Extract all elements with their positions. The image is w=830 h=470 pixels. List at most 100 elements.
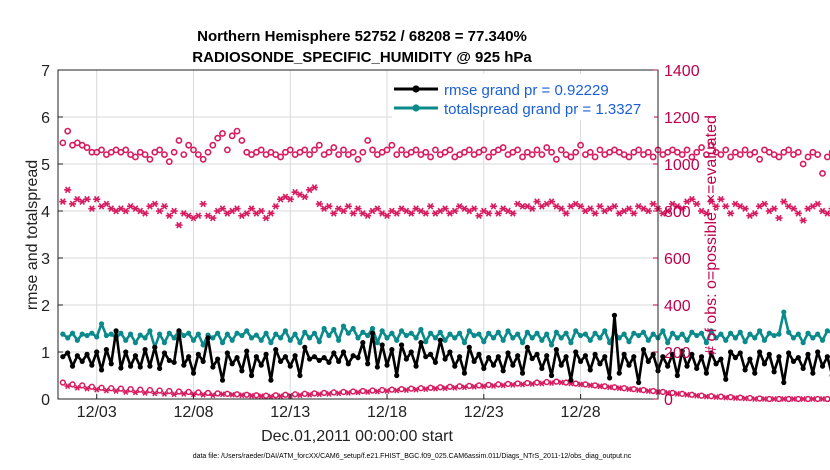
rmse-point: [510, 362, 516, 368]
possible-count-marker: [635, 146, 643, 154]
evaluated-count-marker: [451, 207, 459, 215]
totalspread-point: [587, 337, 593, 343]
asterisk-stroke: [205, 212, 211, 220]
totalspread-point: [118, 330, 124, 336]
asterisk-stroke: [684, 391, 690, 398]
rmse-point: [495, 354, 501, 360]
totalspread-point: [108, 331, 114, 337]
asterisk-stroke: [505, 207, 511, 215]
evaluated-count-marker: [83, 195, 91, 203]
asterisk-stroke: [732, 395, 738, 402]
possible-count-marker: [286, 146, 294, 154]
evaluated-count-marker: [218, 205, 227, 213]
rmse-point: [79, 358, 85, 364]
rmse-point: [166, 357, 172, 364]
asterisk-stroke: [616, 385, 622, 392]
possible-count-marker: [98, 146, 105, 154]
totalspread-point: [427, 330, 434, 336]
totalspread-point: [727, 330, 734, 336]
asterisk-stroke: [297, 392, 303, 399]
rmse-point: [471, 358, 477, 364]
asterisk-stroke: [635, 202, 642, 210]
asterisk-stroke: [785, 202, 792, 210]
totalspread-point: [195, 331, 201, 337]
asterisk-stroke: [645, 207, 652, 215]
rmse-point: [219, 377, 226, 383]
rmse-point: [607, 375, 613, 381]
asterisk-stroke: [272, 202, 279, 210]
totalspread-point: [781, 309, 787, 315]
asterisk-stroke: [393, 209, 400, 217]
evaluated-count-marker: [156, 207, 164, 215]
asterisk-stroke: [664, 207, 671, 215]
asterisk-stroke: [645, 388, 651, 395]
totalspread-point: [582, 331, 589, 337]
possible-count-marker: [161, 151, 168, 158]
asterisk-stroke: [451, 207, 458, 215]
evaluated-count-marker: [794, 209, 802, 217]
asterisk-stroke: [679, 205, 685, 213]
asterisk-stroke: [74, 384, 80, 391]
possible-count-marker-low: [166, 387, 173, 395]
possible-count-marker-low: [698, 392, 705, 399]
totalspread-point: [186, 330, 192, 336]
possible-count-marker: [543, 144, 551, 151]
totalspread-point: [316, 339, 322, 345]
rmse-point: [669, 351, 676, 357]
asterisk-stroke: [403, 387, 409, 394]
rmse-point: [321, 355, 327, 361]
asterisk-stroke: [539, 380, 545, 387]
rmse-point: [679, 348, 685, 354]
rmse-point: [544, 353, 550, 359]
rmse-point: [490, 362, 497, 368]
totalspread-point: [398, 328, 405, 334]
possible-count-marker-low: [350, 388, 357, 395]
evaluated-count-marker-low: [83, 385, 91, 392]
asterisk-stroke: [384, 212, 390, 220]
asterisk-stroke: [239, 392, 245, 399]
evaluated-count-marker: [344, 202, 352, 210]
rmse-point: [723, 376, 729, 382]
possible-count-marker: [156, 146, 164, 154]
rmse-point: [205, 335, 211, 341]
possible-count-marker: [736, 151, 744, 158]
x-tick-label: 12/18: [367, 404, 407, 421]
evaluated-count-marker: [485, 209, 493, 217]
rmse-point: [142, 347, 148, 353]
possible-count-marker-low: [679, 390, 686, 397]
possible-count-marker-low: [253, 392, 260, 399]
totalspread-point: [476, 331, 482, 337]
possible-count-marker-low: [214, 390, 221, 397]
totalspread-point: [273, 331, 279, 337]
possible-count-marker-low: [320, 389, 328, 397]
possible-count-marker-low: [340, 388, 347, 396]
asterisk-stroke: [398, 205, 405, 213]
axis-ticks: 0 1 2 3 4 5 6 7 0 200 400 600 800 1000 1200 1400 12/03 12…: [41, 63, 700, 421]
possible-count-marker-low: [475, 382, 483, 389]
totalspread-point: [810, 335, 816, 341]
totalspread-point: [94, 334, 100, 340]
rmse-point: [616, 370, 622, 376]
totalspread-point: [147, 328, 153, 334]
totalspread-point: [776, 331, 782, 337]
rmse-point: [665, 363, 671, 369]
asterisk-stroke: [152, 390, 158, 397]
evaluated-count-marker: [760, 200, 769, 208]
asterisk-stroke: [263, 214, 269, 222]
asterisk-stroke: [108, 205, 115, 213]
totalspread-point: [490, 335, 497, 341]
totalspread-point: [326, 332, 332, 339]
totalspread-point: [558, 335, 564, 341]
possible-count-marker-low: [601, 383, 608, 390]
rmse-point: [350, 353, 356, 359]
asterisk-stroke: [481, 383, 487, 390]
asterisk-stroke: [161, 202, 168, 210]
asterisk-stroke: [442, 385, 448, 392]
asterisk-stroke: [249, 392, 255, 399]
evaluated-count-marker: [349, 209, 357, 217]
asterisk-stroke: [123, 388, 129, 395]
rmse-point: [263, 351, 269, 357]
evaluated-count-marker: [702, 209, 710, 217]
asterisk-stroke: [587, 382, 593, 389]
possible-count-marker-low: [504, 380, 512, 388]
